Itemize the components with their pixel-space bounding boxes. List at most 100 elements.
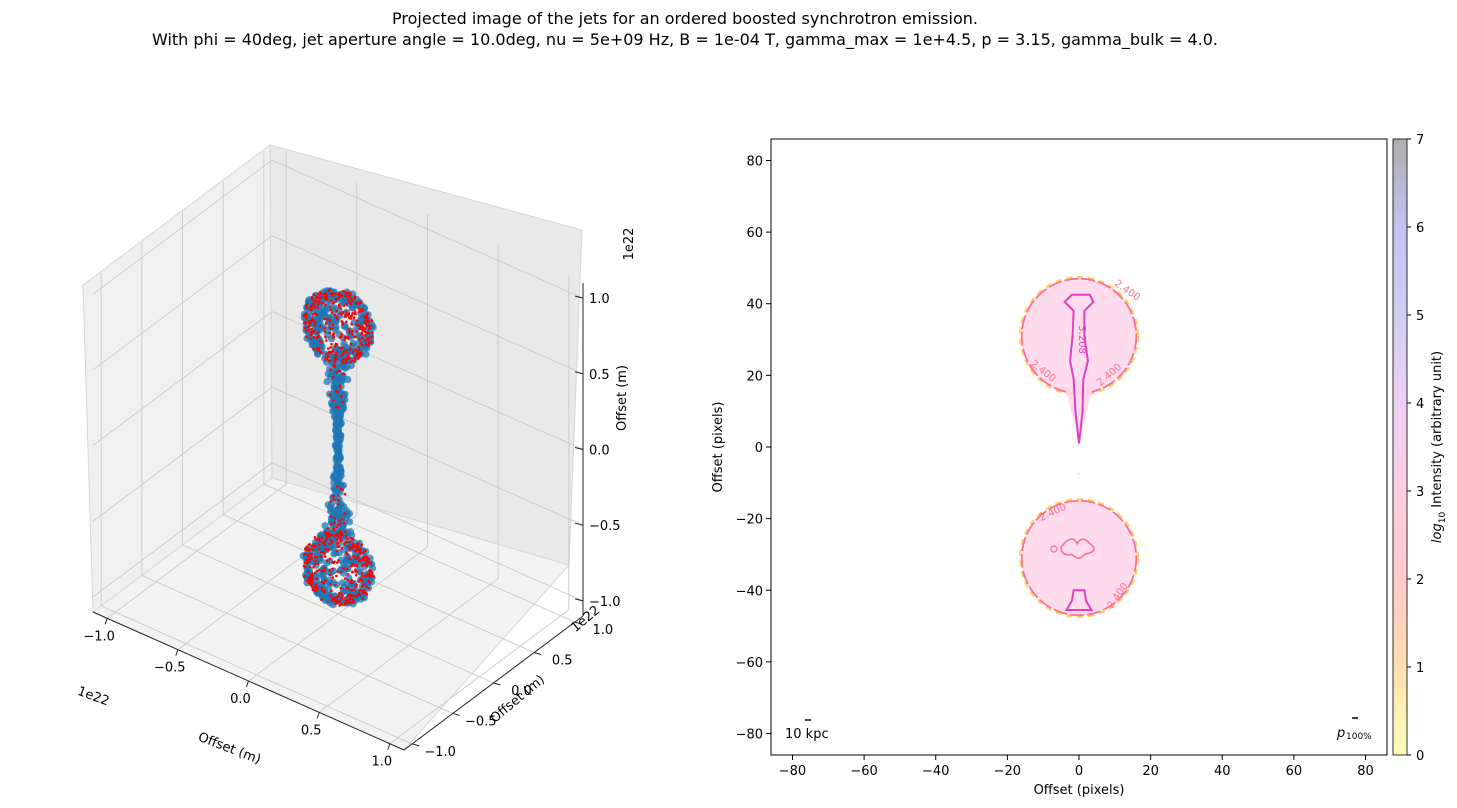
emitting-particle-point bbox=[324, 579, 327, 583]
heatmap-y-tick-label: −80 bbox=[736, 728, 763, 743]
emitting-particle-point bbox=[324, 539, 327, 543]
emitting-particle-point bbox=[342, 289, 345, 293]
emitting-particle-point bbox=[366, 343, 370, 347]
emitting-particle-point bbox=[339, 307, 342, 310]
emitting-particle-point bbox=[335, 370, 338, 374]
emitting-particle-point bbox=[308, 320, 312, 323]
jet-particle-point bbox=[344, 375, 352, 384]
emitting-particle-point bbox=[361, 574, 364, 578]
emitting-particle-point bbox=[310, 307, 314, 311]
polarization-label: p bbox=[1336, 726, 1345, 741]
jet-particle-point bbox=[310, 337, 319, 346]
left-gridline-z bbox=[92, 159, 273, 295]
emitting-particle-point bbox=[317, 292, 320, 296]
emitting-particle-point bbox=[335, 595, 339, 599]
emitting-particle-point bbox=[336, 523, 340, 526]
emitting-particle-point bbox=[353, 564, 357, 568]
emitting-particle-point bbox=[334, 574, 338, 578]
emitting-particle-point bbox=[351, 332, 354, 336]
emitting-particle-point bbox=[328, 288, 332, 292]
emitting-particle-point bbox=[334, 298, 338, 301]
emitting-particle-point bbox=[353, 312, 357, 315]
emitting-particle-point bbox=[359, 549, 362, 553]
emitting-particle-point bbox=[308, 577, 311, 581]
jet-particle-point bbox=[345, 510, 354, 518]
emitting-particle-point bbox=[330, 534, 334, 537]
emitting-particle-point bbox=[371, 571, 374, 575]
emitting-particle-point bbox=[349, 347, 352, 351]
emitting-particle-point bbox=[349, 342, 353, 346]
emitting-particle-point bbox=[345, 567, 349, 571]
emitting-particle-point bbox=[341, 488, 345, 491]
x-tick-label: −1.0 bbox=[83, 629, 115, 644]
emitting-particle-point bbox=[334, 405, 338, 409]
emitting-particle-point bbox=[318, 539, 322, 543]
emitting-particle-point bbox=[362, 556, 366, 560]
heatmap-y-tick-label: −20 bbox=[736, 513, 763, 528]
emitting-particle-point bbox=[314, 299, 317, 303]
x-tick-label: 0.0 bbox=[230, 692, 251, 707]
emitting-particle-point bbox=[335, 342, 339, 346]
emitting-particle-point bbox=[338, 292, 342, 296]
colorbar-tick-label: 3 bbox=[1416, 485, 1424, 500]
emitting-particle-point bbox=[329, 346, 332, 349]
emitting-particle-point bbox=[358, 338, 361, 341]
emitting-particle-point bbox=[330, 342, 333, 346]
floor-gridline-x bbox=[318, 578, 499, 713]
emitting-particle-point bbox=[363, 321, 366, 325]
title-line-2: With phi = 40deg, jet aperture angle = 1… bbox=[152, 30, 1218, 50]
emitting-particle-point bbox=[320, 569, 324, 573]
emitting-particle-point bbox=[304, 329, 308, 333]
emitting-particle-point bbox=[357, 580, 360, 583]
emitting-particle-point bbox=[315, 335, 319, 339]
emitting-particle-point bbox=[346, 599, 350, 603]
upper-lobe bbox=[1021, 278, 1137, 394]
jet-particle-point bbox=[327, 514, 335, 523]
emitting-particle-point bbox=[342, 567, 345, 570]
emitting-particle-point bbox=[313, 563, 317, 566]
emitting-particle-point bbox=[351, 544, 354, 548]
emitting-particle-point bbox=[309, 337, 312, 341]
emitting-particle-point bbox=[309, 547, 312, 551]
emitting-particle-point bbox=[325, 295, 329, 299]
emitting-particle-point bbox=[313, 305, 317, 309]
emitting-particle-point bbox=[321, 301, 325, 305]
emitting-particle-point bbox=[345, 361, 348, 364]
emitting-particle-point bbox=[313, 555, 317, 559]
y-tick-label: 0.5 bbox=[552, 654, 573, 669]
emitting-particle-point bbox=[344, 534, 348, 538]
emitting-particle-point bbox=[352, 316, 356, 320]
jet-particle-point bbox=[334, 361, 342, 369]
emitting-particle-point bbox=[340, 395, 343, 398]
back-gridline-z bbox=[271, 159, 584, 299]
emitting-particle-point bbox=[367, 331, 371, 335]
x-tick bbox=[175, 649, 179, 656]
emitting-particle-point bbox=[305, 306, 308, 309]
emitting-particle-point bbox=[337, 559, 340, 562]
emitting-particle-point bbox=[324, 297, 327, 301]
emitting-particle-point bbox=[346, 537, 349, 541]
heatmap-x-tick-label: 0 bbox=[1075, 764, 1083, 779]
emitting-particle-point bbox=[354, 585, 358, 588]
emitting-particle-point bbox=[328, 582, 332, 586]
emitting-particle-point bbox=[325, 339, 328, 342]
emitting-particle-point bbox=[356, 356, 360, 360]
emitting-particle-point bbox=[355, 547, 358, 551]
emitting-particle-point bbox=[329, 299, 333, 302]
z-tick-label: 0.5 bbox=[589, 368, 610, 383]
emitting-particle-point bbox=[367, 573, 371, 576]
emitting-particle-point bbox=[328, 352, 332, 355]
emitting-particle-point bbox=[347, 545, 351, 549]
emitting-particle-point bbox=[348, 593, 351, 597]
x-tick bbox=[387, 743, 391, 750]
jet-particle-point bbox=[358, 302, 366, 310]
lower-inner-contour bbox=[1060, 538, 1095, 559]
emitting-particle-point bbox=[345, 303, 348, 306]
emitting-particle-point bbox=[320, 589, 324, 592]
emitting-particle-point bbox=[346, 291, 350, 295]
emitting-particle-point bbox=[323, 570, 326, 573]
x-tick-label: 1.0 bbox=[372, 755, 393, 770]
emitting-particle-point bbox=[313, 571, 317, 575]
y-tick bbox=[493, 682, 501, 686]
